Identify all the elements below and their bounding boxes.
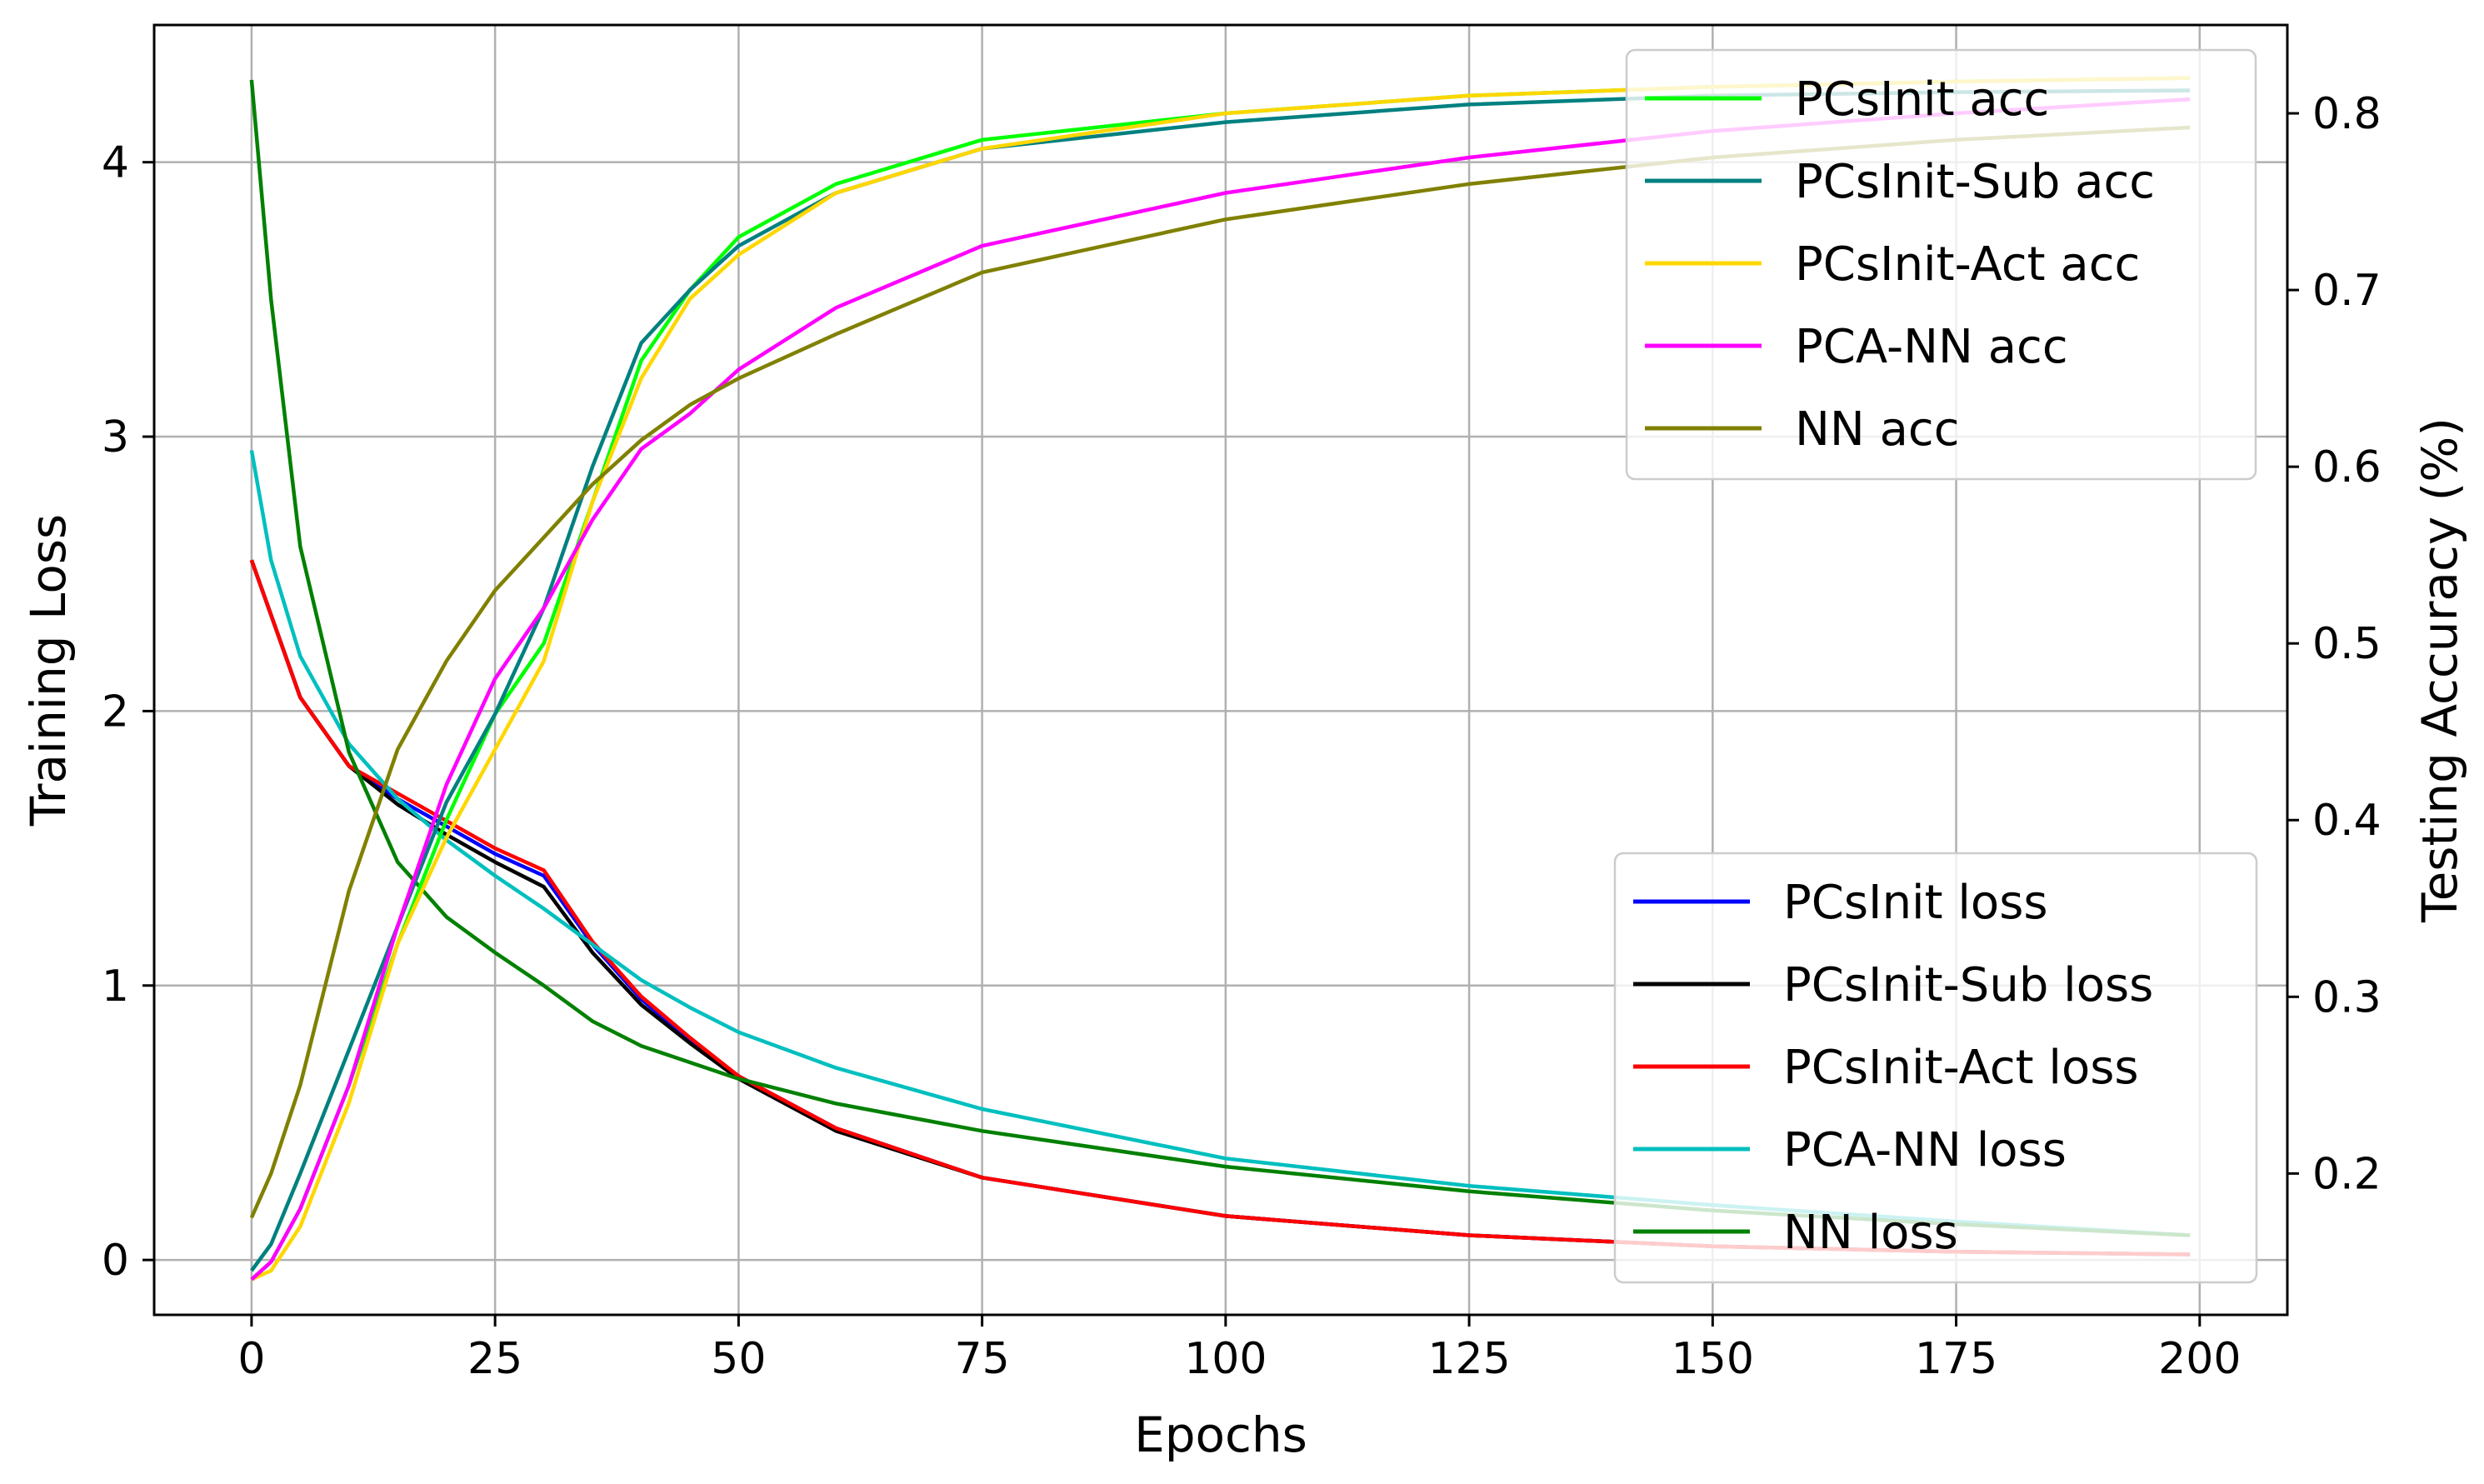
loss-line-pcsinit-act-loss	[249, 559, 2191, 1257]
y-left-tick-label: 1	[102, 962, 129, 1012]
acc-line-pca-nn-acc	[250, 97, 2191, 1282]
y-right-tick-label: 0.6	[2312, 442, 2382, 492]
legend-frame	[1613, 852, 2258, 1284]
x-tick-label: 50	[711, 1334, 766, 1384]
legend-label: PCA-NN acc	[1795, 320, 2068, 374]
legend-label: NN loss	[1783, 1206, 1958, 1260]
axis-ticks: 0 25 50 75 100 125 150 175 200 0 1 2 3 4 0.2 0.3 0.4 0.5 0…	[102, 89, 2382, 1384]
y-left-tick-label: 0	[102, 1236, 129, 1286]
legend-label: PCsInit-Sub acc	[1795, 155, 2155, 209]
legend-label: PCsInit-Sub loss	[1783, 958, 2153, 1012]
legend-frame	[1625, 48, 2257, 481]
y-right-tick-label: 0.2	[2312, 1149, 2382, 1199]
legend-label: PCsInit-Act acc	[1795, 237, 2140, 292]
plot-frame	[152, 23, 2289, 1317]
plot-lines	[249, 76, 2191, 1282]
x-tick-label: 175	[1915, 1334, 1997, 1384]
legend-label: PCsInit-Act loss	[1783, 1041, 2139, 1095]
legend-label: PCA-NN loss	[1783, 1123, 2067, 1177]
legend-loss: PCsInit loss PCsInit-Sub loss PCsInit-Act …	[1613, 852, 2258, 1284]
y-right-tick-label: 0.5	[2312, 619, 2382, 669]
y-right-tick-label: 0.4	[2312, 796, 2382, 846]
legend-label: PCsInit loss	[1783, 876, 2048, 930]
legend-accuracy: PCsInit acc PCsInit-Sub acc PCsInit-Act ac…	[1625, 48, 2257, 481]
acc-line-pcsinit-sub-acc	[250, 88, 2191, 1272]
x-tick-label: 150	[1672, 1334, 1754, 1384]
acc-line-nn-acc	[249, 125, 2191, 1219]
x-tick-label: 0	[237, 1334, 265, 1384]
y-right-tick-label: 0.7	[2312, 266, 2382, 316]
y-right-tick-label: 0.3	[2312, 972, 2382, 1022]
x-tick-label: 200	[2158, 1334, 2241, 1384]
legend-label: PCsInit acc	[1795, 72, 2049, 127]
y-axis-left-label: Training Loss	[20, 514, 77, 827]
x-tick-label: 125	[1427, 1334, 1510, 1384]
y-left-tick-label: 2	[102, 687, 129, 737]
acc-line-pcsinit-act-acc	[250, 76, 2191, 1282]
loss-line-pca-nn-loss	[249, 450, 2191, 1237]
x-tick-label: 75	[955, 1334, 1010, 1384]
x-axis-label: Epochs	[1134, 1407, 1307, 1463]
y-axis-right-label: Testing Accuracy (%)	[2412, 417, 2468, 923]
y-left-tick-label: 4	[102, 138, 129, 188]
y-left-tick-label: 3	[102, 412, 129, 462]
x-tick-label: 100	[1184, 1334, 1267, 1384]
y-right-tick-label: 0.8	[2312, 89, 2382, 139]
legend-label: NN acc	[1795, 402, 1959, 457]
x-tick-label: 25	[467, 1334, 522, 1384]
loss-line-nn-loss	[249, 79, 2191, 1237]
